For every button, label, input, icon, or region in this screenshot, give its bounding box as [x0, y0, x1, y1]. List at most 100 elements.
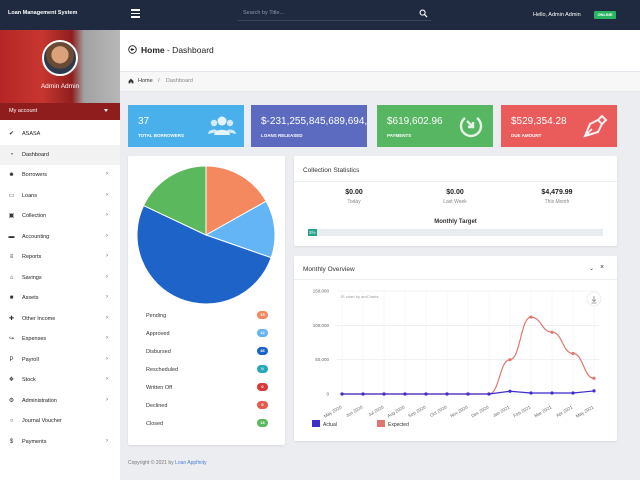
sidebar-item-accounting[interactable]: ▬ Accounting ›: [0, 227, 120, 248]
collection-this-month: $4,479.99 This Month: [512, 189, 602, 205]
sidebar-item-stock[interactable]: ❖ Stock ›: [0, 370, 120, 391]
status-count-badge: 16: [257, 419, 268, 427]
x-tick-label: Feb 2021: [513, 404, 532, 418]
status-count-badge: 0: [257, 383, 268, 391]
hamburger-menu-icon[interactable]: [131, 9, 140, 18]
collection-value: $0.00: [345, 189, 363, 196]
collapse-chevron-icon[interactable]: ⌄: [589, 266, 595, 272]
sidebar-item-label: Administration: [22, 397, 57, 404]
status-label: Written Off: [146, 385, 173, 391]
stat-card-loans-released[interactable]: $-231,255,845,689,694,24 Loans Released: [251, 105, 367, 147]
sidebar-item-label: Expenses: [22, 336, 47, 342]
stat-value: $-231,255,845,689,694,24: [261, 116, 367, 127]
status-count-badge: 15: [257, 311, 268, 319]
stat-label: Loans Released: [261, 133, 303, 138]
my-account-toggle[interactable]: My account: [0, 103, 120, 120]
sidebar-item-loans[interactable]: ▭ Loans ›: [0, 186, 120, 207]
data-point-expected: [550, 330, 554, 334]
check-icon: ✔: [8, 131, 15, 137]
chevron-right-icon: ›: [106, 232, 108, 239]
monthly-overview-line-chart: 0 50,000 100,000 150,000 May 2020 Jun 2020 Jul…: [312, 289, 602, 428]
data-point-actual: [445, 392, 449, 396]
profile-header: Admin Admin: [0, 30, 120, 103]
sidebar-item-collection[interactable]: ▣ Collection ›: [0, 206, 120, 227]
data-point-actual: [361, 392, 365, 396]
footer-link[interactable]: Loan Appfinity: [175, 460, 207, 466]
stat-card-total-borrowers[interactable]: 37 Total Borrowers: [128, 105, 244, 147]
pie-slice-approved: [204, 200, 276, 259]
status-label: Rescheduled: [146, 367, 179, 373]
page-title: Home - Dashboard: [141, 45, 214, 55]
paypal-icon: P: [9, 356, 14, 363]
online-status-badge: ONLINE: [594, 11, 616, 19]
sidebar-item-borrowers[interactable]: ☻ Borrowers ›: [0, 165, 120, 186]
status-count-badge: 46: [257, 347, 268, 355]
sidebar-item-expenses[interactable]: ↪ Expenses ›: [0, 329, 120, 350]
status-count-badge: 0: [257, 365, 268, 373]
users-icon: ☻: [8, 172, 15, 178]
chevron-right-icon: ›: [106, 437, 108, 444]
search-input[interactable]: Search by Title...: [238, 8, 431, 21]
collection-label: Last Week: [443, 199, 467, 205]
sidebar-item-reports[interactable]: ≡ Reports ›: [0, 247, 120, 268]
breadcrumb-current: Dashboard: [166, 78, 193, 84]
data-point-actual: [424, 392, 428, 396]
sidebar-item-administration[interactable]: ⚙ Administration ›: [0, 391, 120, 412]
status-row-disbursed[interactable]: Disbursed 46: [146, 347, 268, 357]
sidebar: Admin Admin My account ✔ ASASA ◔ Dashboard ☻…: [0, 30, 120, 480]
card-title: Collection Statistics: [303, 167, 360, 174]
sidebar-menu: ✔ ASASA ◔ Dashboard ☻ Borrowers › ▭ Loans › ▣ Colle…: [0, 124, 120, 452]
sidebar-item-journal-voucher[interactable]: ○ Journal Voucher: [0, 411, 120, 432]
status-row-written-off[interactable]: Written Off 0: [146, 383, 268, 393]
stat-card-due-amount[interactable]: $529,354.28 Due Amount: [501, 105, 617, 147]
sidebar-item-label: Payroll: [22, 356, 39, 363]
stat-card-payments[interactable]: $619,602.96 Payments: [377, 105, 493, 147]
x-tick-label: Apr 2021: [555, 404, 574, 418]
x-tick-label: May 2020: [323, 404, 343, 418]
x-tick-label: Dec 2020: [470, 404, 490, 418]
data-point-expected: [571, 351, 575, 356]
x-tick-label: May 2021: [575, 404, 595, 418]
credit-card-icon: ▬: [8, 233, 15, 240]
sidebar-item-savings[interactable]: ⌂ Savings ›: [0, 268, 120, 289]
divider: [294, 181, 617, 182]
loan-status-pie-chart: [136, 165, 276, 305]
data-point-actual: [403, 392, 407, 396]
status-row-pending[interactable]: Pending 15: [146, 311, 268, 321]
sidebar-item-other-income[interactable]: ✚ Other Income ›: [0, 309, 120, 330]
avatar[interactable]: [42, 40, 78, 76]
dollar-icon: $: [9, 438, 14, 445]
chart-watermark: JS chart by amCharts: [340, 294, 378, 299]
sidebar-item-dashboard[interactable]: ◔ Dashboard: [0, 144, 120, 165]
status-row-approved[interactable]: Approved 12: [146, 329, 268, 339]
sidebar-item-assets[interactable]: ■ Assets ›: [0, 288, 120, 309]
status-row-closed[interactable]: Closed 16: [146, 419, 268, 429]
copyright-text: Copyright © 2021 by: [128, 460, 176, 466]
legend-label-expected: Expected: [388, 422, 409, 428]
sidebar-item-payroll[interactable]: P Payroll ›: [0, 350, 120, 371]
plus-icon: ✚: [8, 315, 15, 322]
stat-label: Payments: [387, 133, 412, 138]
search-icon[interactable]: [419, 9, 428, 18]
status-row-rescheduled[interactable]: Rescheduled 0: [146, 365, 268, 375]
chevron-right-icon: ›: [106, 191, 108, 198]
data-point-actual: [550, 391, 554, 395]
breadcrumb-separator: /: [158, 78, 160, 84]
user-greeting[interactable]: Hello, Admin Admin: [533, 12, 581, 18]
breadcrumb-home[interactable]: Home: [138, 78, 153, 84]
sidebar-item-label: Savings: [22, 274, 42, 281]
status-count-badge: 12: [257, 329, 268, 337]
x-tick-label: Aug 2020: [386, 404, 406, 418]
stat-value: 37: [138, 116, 150, 127]
data-point-actual: [592, 389, 596, 393]
sidebar-item-asasa[interactable]: ✔ ASASA: [0, 124, 120, 145]
chevron-right-icon: ›: [106, 253, 108, 259]
sidebar-item-label: Collection: [22, 213, 47, 219]
close-icon[interactable]: ×: [600, 264, 605, 271]
chevron-right-icon: ›: [106, 294, 108, 300]
sidebar-item-payments[interactable]: $ Payments ›: [0, 432, 120, 453]
status-row-declined[interactable]: Declined 0: [146, 401, 268, 411]
sidebar-item-label: Accounting: [22, 233, 50, 240]
sidebar-item-label: Loans: [22, 192, 37, 199]
back-arrow-icon[interactable]: [128, 45, 137, 54]
